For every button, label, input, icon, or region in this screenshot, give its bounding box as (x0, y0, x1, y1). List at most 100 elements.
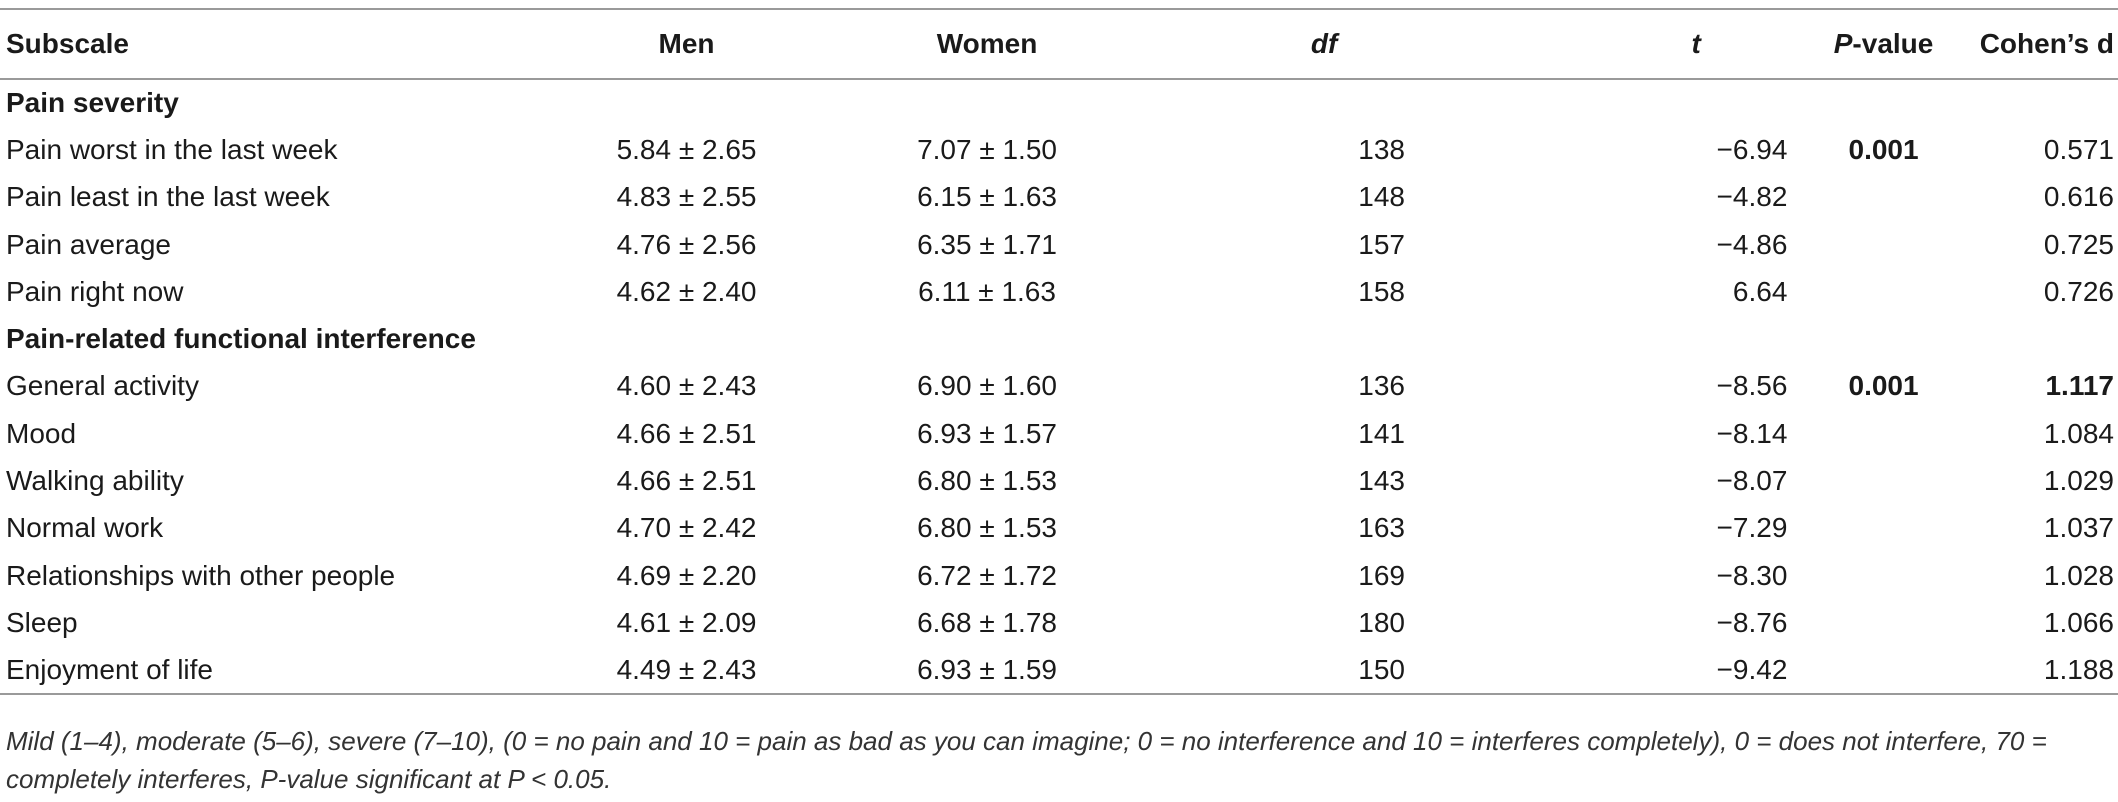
cell-p-value (1787, 505, 1979, 552)
cell-cohens-d: 1.028 (2043, 559, 2114, 591)
cell-df: 141 (1358, 417, 1405, 449)
cell-t: −4.86 (1716, 228, 1788, 260)
cell-p-value (1787, 268, 1979, 315)
cell-df: 157 (1358, 228, 1405, 260)
table-row: Pain right now 4.62 ± 2.40 6.11 ± 1.63 1… (0, 268, 2118, 315)
table-row: Relationships with other people 4.69 ± 2… (0, 552, 2118, 599)
cell-men: 4.66 ± 2.51 (616, 465, 757, 497)
cell-men: 4.69 ± 2.20 (616, 559, 757, 591)
header-men: Men (532, 8, 841, 80)
section-row: Pain-related functional interference (0, 315, 2118, 362)
cell-men: 4.62 ± 2.40 (616, 275, 757, 307)
cell-cohens-d: 1.066 (2043, 606, 2114, 638)
cell-women: 6.15 ± 1.63 (917, 181, 1057, 213)
cell-df: 169 (1358, 559, 1405, 591)
cell-p-value (1787, 457, 1979, 504)
cell-women: 6.80 ± 1.53 (917, 465, 1057, 497)
cell-women: 6.11 ± 1.63 (918, 275, 1056, 307)
cell-p-value (1787, 174, 1979, 221)
cell-women: 7.07 ± 1.50 (917, 133, 1057, 165)
cell-p-value (1787, 221, 1979, 268)
cell-women: 6.68 ± 1.78 (917, 606, 1057, 638)
cell-men: 4.83 ± 2.55 (616, 181, 757, 213)
section-title: Pain-related functional interference (6, 323, 476, 355)
section-title: Pain severity (6, 87, 179, 119)
cell-p-value (1787, 552, 1979, 599)
cell-women: 6.90 ± 1.60 (917, 370, 1057, 402)
cell-men: 4.60 ± 2.43 (616, 370, 757, 402)
header-df: df (1133, 8, 1405, 80)
cell-df: 143 (1358, 465, 1405, 497)
cell-subscale: Relationships with other people (6, 559, 396, 591)
cell-subscale: Normal work (6, 512, 164, 544)
cell-subscale: Pain average (6, 228, 172, 260)
cell-cohens-d: 1.188 (1979, 646, 2118, 695)
cell-p-value (1787, 599, 1979, 646)
cell-t: −4.82 (1716, 181, 1788, 213)
cell-cohens-d: 0.726 (2043, 275, 2114, 307)
header-t: t (1404, 8, 1788, 80)
cell-subscale: General activity (6, 370, 199, 402)
table-row: Pain worst in the last week 5.84 ± 2.65 … (0, 126, 2118, 173)
header-p-italic: P (1833, 28, 1853, 59)
cell-df: 150 (1133, 646, 1405, 695)
table-row: Normal work 4.70 ± 2.42 6.80 ± 1.53 163 … (0, 505, 2118, 552)
header-subscale: Subscale (0, 8, 533, 80)
cell-women: 6.93 ± 1.59 (840, 646, 1134, 695)
cell-t: 6.64 (1732, 275, 1788, 307)
cell-cohens-d: 0.616 (2043, 181, 2114, 213)
table-row: Enjoyment of life 4.49 ± 2.43 6.93 ± 1.5… (0, 646, 2118, 695)
cell-df: 136 (1358, 370, 1405, 402)
cell-t: −6.94 (1716, 133, 1788, 165)
cell-df: 158 (1358, 275, 1405, 307)
header-row: Subscale Men Women df t P-value Cohen’s … (0, 8, 2118, 80)
cell-women: 6.93 ± 1.57 (917, 417, 1057, 449)
cell-subscale: Pain least in the last week (6, 181, 330, 213)
cell-women: 6.35 ± 1.71 (917, 228, 1057, 260)
header-p-value: P-value (1787, 8, 1980, 80)
cell-cohens-d: 0.725 (2043, 228, 2114, 260)
cell-cohens-d: 1.029 (2043, 465, 2114, 497)
cell-cohens-d: 1.117 (2045, 370, 2114, 402)
cell-men: 4.70 ± 2.42 (616, 512, 757, 544)
cell-men: 4.61 ± 2.09 (616, 606, 757, 638)
cell-p-value: 0.001 (1848, 370, 1919, 402)
cell-t: −8.76 (1716, 606, 1788, 638)
cell-subscale: Mood (6, 417, 77, 449)
cell-cohens-d: 1.084 (2043, 417, 2114, 449)
cell-t: −8.30 (1716, 559, 1788, 591)
cell-subscale: Pain right now (6, 275, 184, 307)
cell-df: 180 (1358, 606, 1405, 638)
section-row: Pain severity (0, 79, 2118, 126)
table-row: General activity 4.60 ± 2.43 6.90 ± 1.60… (0, 363, 2118, 410)
cell-women: 6.72 ± 1.72 (917, 559, 1057, 591)
header-women: Women (840, 8, 1134, 80)
table-row: Sleep 4.61 ± 2.09 6.68 ± 1.78 180 −8.76 … (0, 599, 2118, 646)
cell-men: 5.84 ± 2.65 (616, 133, 757, 165)
cell-df: 148 (1358, 181, 1405, 213)
header-cohens-d: Cohen’s d (1979, 8, 2118, 80)
table-row: Pain average 4.76 ± 2.56 6.35 ± 1.71 157… (0, 221, 2118, 268)
cell-df: 138 (1358, 133, 1405, 165)
cell-df: 163 (1358, 512, 1405, 544)
cell-women: 6.80 ± 1.53 (917, 512, 1057, 544)
cell-p-value (1787, 646, 1980, 695)
cell-t: −8.07 (1716, 465, 1788, 497)
cell-men: 4.66 ± 2.51 (616, 417, 757, 449)
cell-p-value: 0.001 (1848, 133, 1919, 165)
cell-subscale: Sleep (6, 606, 78, 638)
cell-p-value (1787, 410, 1979, 457)
cell-men: 4.49 ± 2.43 (532, 646, 841, 695)
table-row: Mood 4.66 ± 2.51 6.93 ± 1.57 141 −8.14 1… (0, 410, 2118, 457)
cell-subscale: Pain worst in the last week (6, 133, 338, 165)
cell-t: −8.14 (1716, 417, 1788, 449)
results-table: Subscale Men Women df t P-value Cohen’s … (0, 8, 2118, 695)
table-row: Walking ability 4.66 ± 2.51 6.80 ± 1.53 … (0, 457, 2118, 504)
header-p-rest: -value (1852, 28, 1934, 59)
cell-subscale: Walking ability (6, 465, 184, 497)
cell-t: −7.29 (1716, 512, 1788, 544)
cell-cohens-d: 1.037 (2043, 512, 2114, 544)
cell-subscale: Enjoyment of life (0, 646, 533, 695)
cell-t: −8.56 (1716, 370, 1788, 402)
